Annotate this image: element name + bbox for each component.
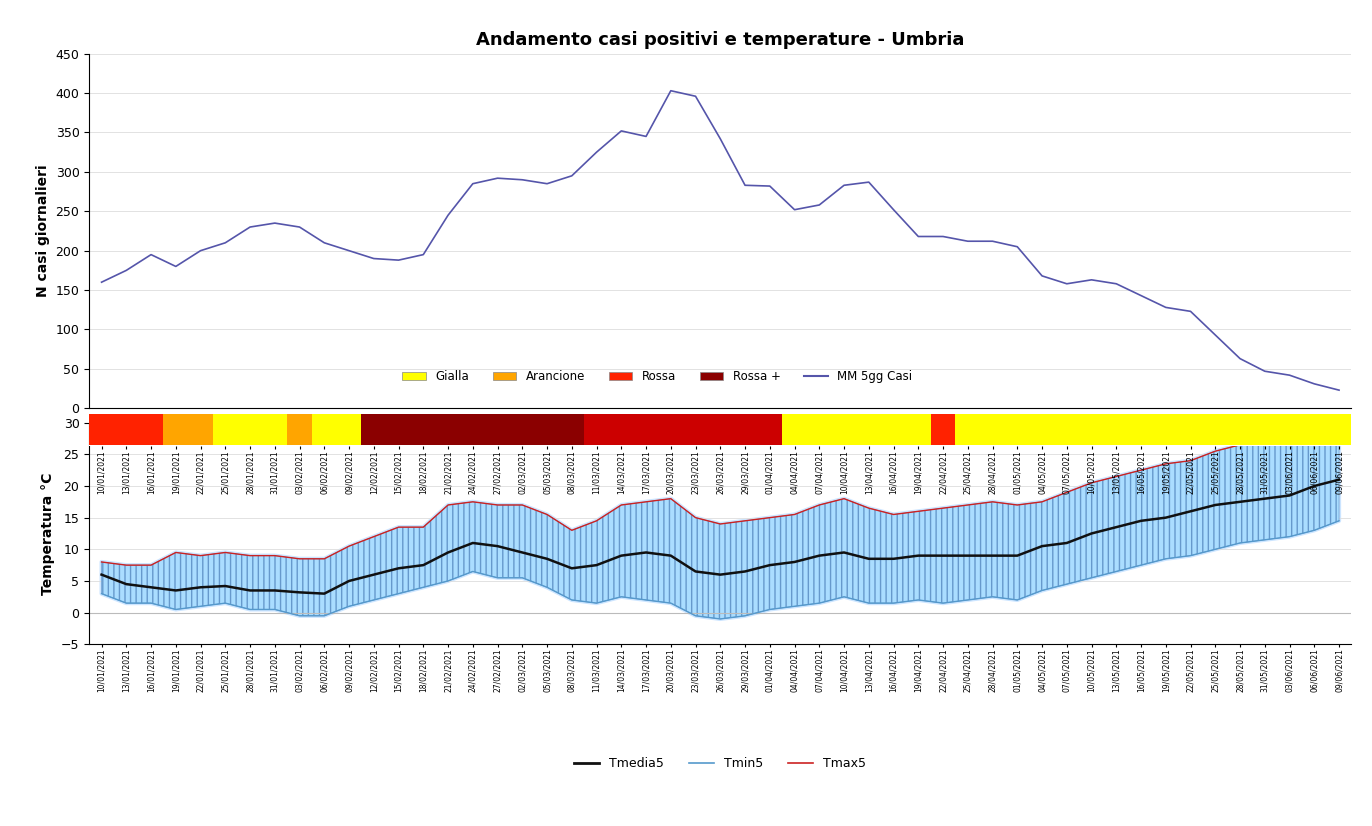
Bar — [163, 414, 213, 445]
Y-axis label: Temperatura °C: Temperatura °C — [41, 472, 55, 595]
Title: Andamento casi positivi e temperature - Umbria: Andamento casi positivi e temperature - … — [476, 31, 965, 50]
Bar — [139, 414, 163, 445]
Bar — [1004, 414, 1351, 445]
Bar — [584, 414, 782, 445]
Bar — [955, 414, 1004, 445]
Bar — [311, 414, 361, 445]
Bar — [287, 414, 311, 445]
Bar — [782, 414, 930, 445]
Y-axis label: N casi giornalieri: N casi giornalieri — [36, 164, 49, 297]
Legend: Tmedia5, Tmin5, Tmax5: Tmedia5, Tmin5, Tmax5 — [569, 752, 871, 776]
Bar — [361, 414, 584, 445]
Bar — [930, 414, 955, 445]
Bar — [89, 414, 139, 445]
Legend: Gialla, Arancione, Rossa, Rossa +, MM 5gg Casi: Gialla, Arancione, Rossa, Rossa +, MM 5g… — [398, 366, 916, 388]
Bar — [213, 414, 287, 445]
